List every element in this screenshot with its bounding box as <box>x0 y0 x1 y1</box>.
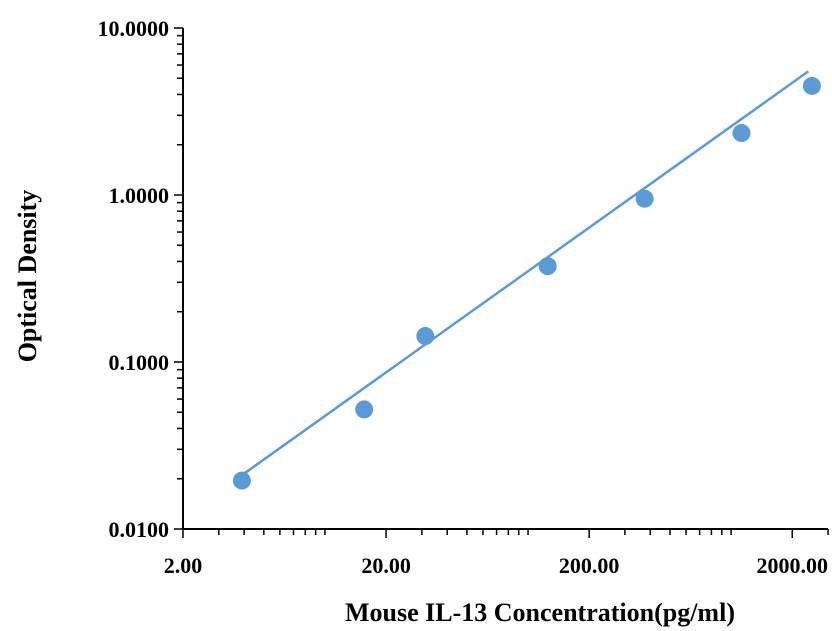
data-point <box>232 471 251 490</box>
x-axis-title: Mouse IL-13 Concentration(pg/ml) <box>345 598 735 627</box>
data-point <box>416 327 435 346</box>
data-point <box>355 400 374 419</box>
axis-ticks <box>174 27 829 538</box>
data-points <box>232 76 821 490</box>
x-tick-label: 2000.00 <box>756 553 828 578</box>
y-axis-title: Optical Density <box>13 190 42 363</box>
x-tick-label: 200.00 <box>559 553 620 578</box>
data-point <box>732 124 751 143</box>
y-tick-labels: 0.0100 0.1000 1.0000 10.0000 <box>98 16 170 542</box>
y-tick-label: 1.0000 <box>109 183 170 208</box>
y-tick-label: 0.1000 <box>109 350 170 375</box>
data-point <box>538 257 557 276</box>
x-tick-label: 20.00 <box>361 553 411 578</box>
x-tick-labels: 2.00 20.00 200.00 2000.00 <box>164 553 828 578</box>
data-point <box>635 189 654 208</box>
trend-line <box>241 70 810 477</box>
x-tick-label: 2.00 <box>164 553 203 578</box>
y-tick-label: 10.0000 <box>98 16 170 41</box>
data-point <box>802 76 821 95</box>
y-tick-label: 0.0100 <box>109 517 170 542</box>
plot-area: 2.00 20.00 200.00 2000.00 0.0100 0.1000 1.000… <box>98 16 829 578</box>
